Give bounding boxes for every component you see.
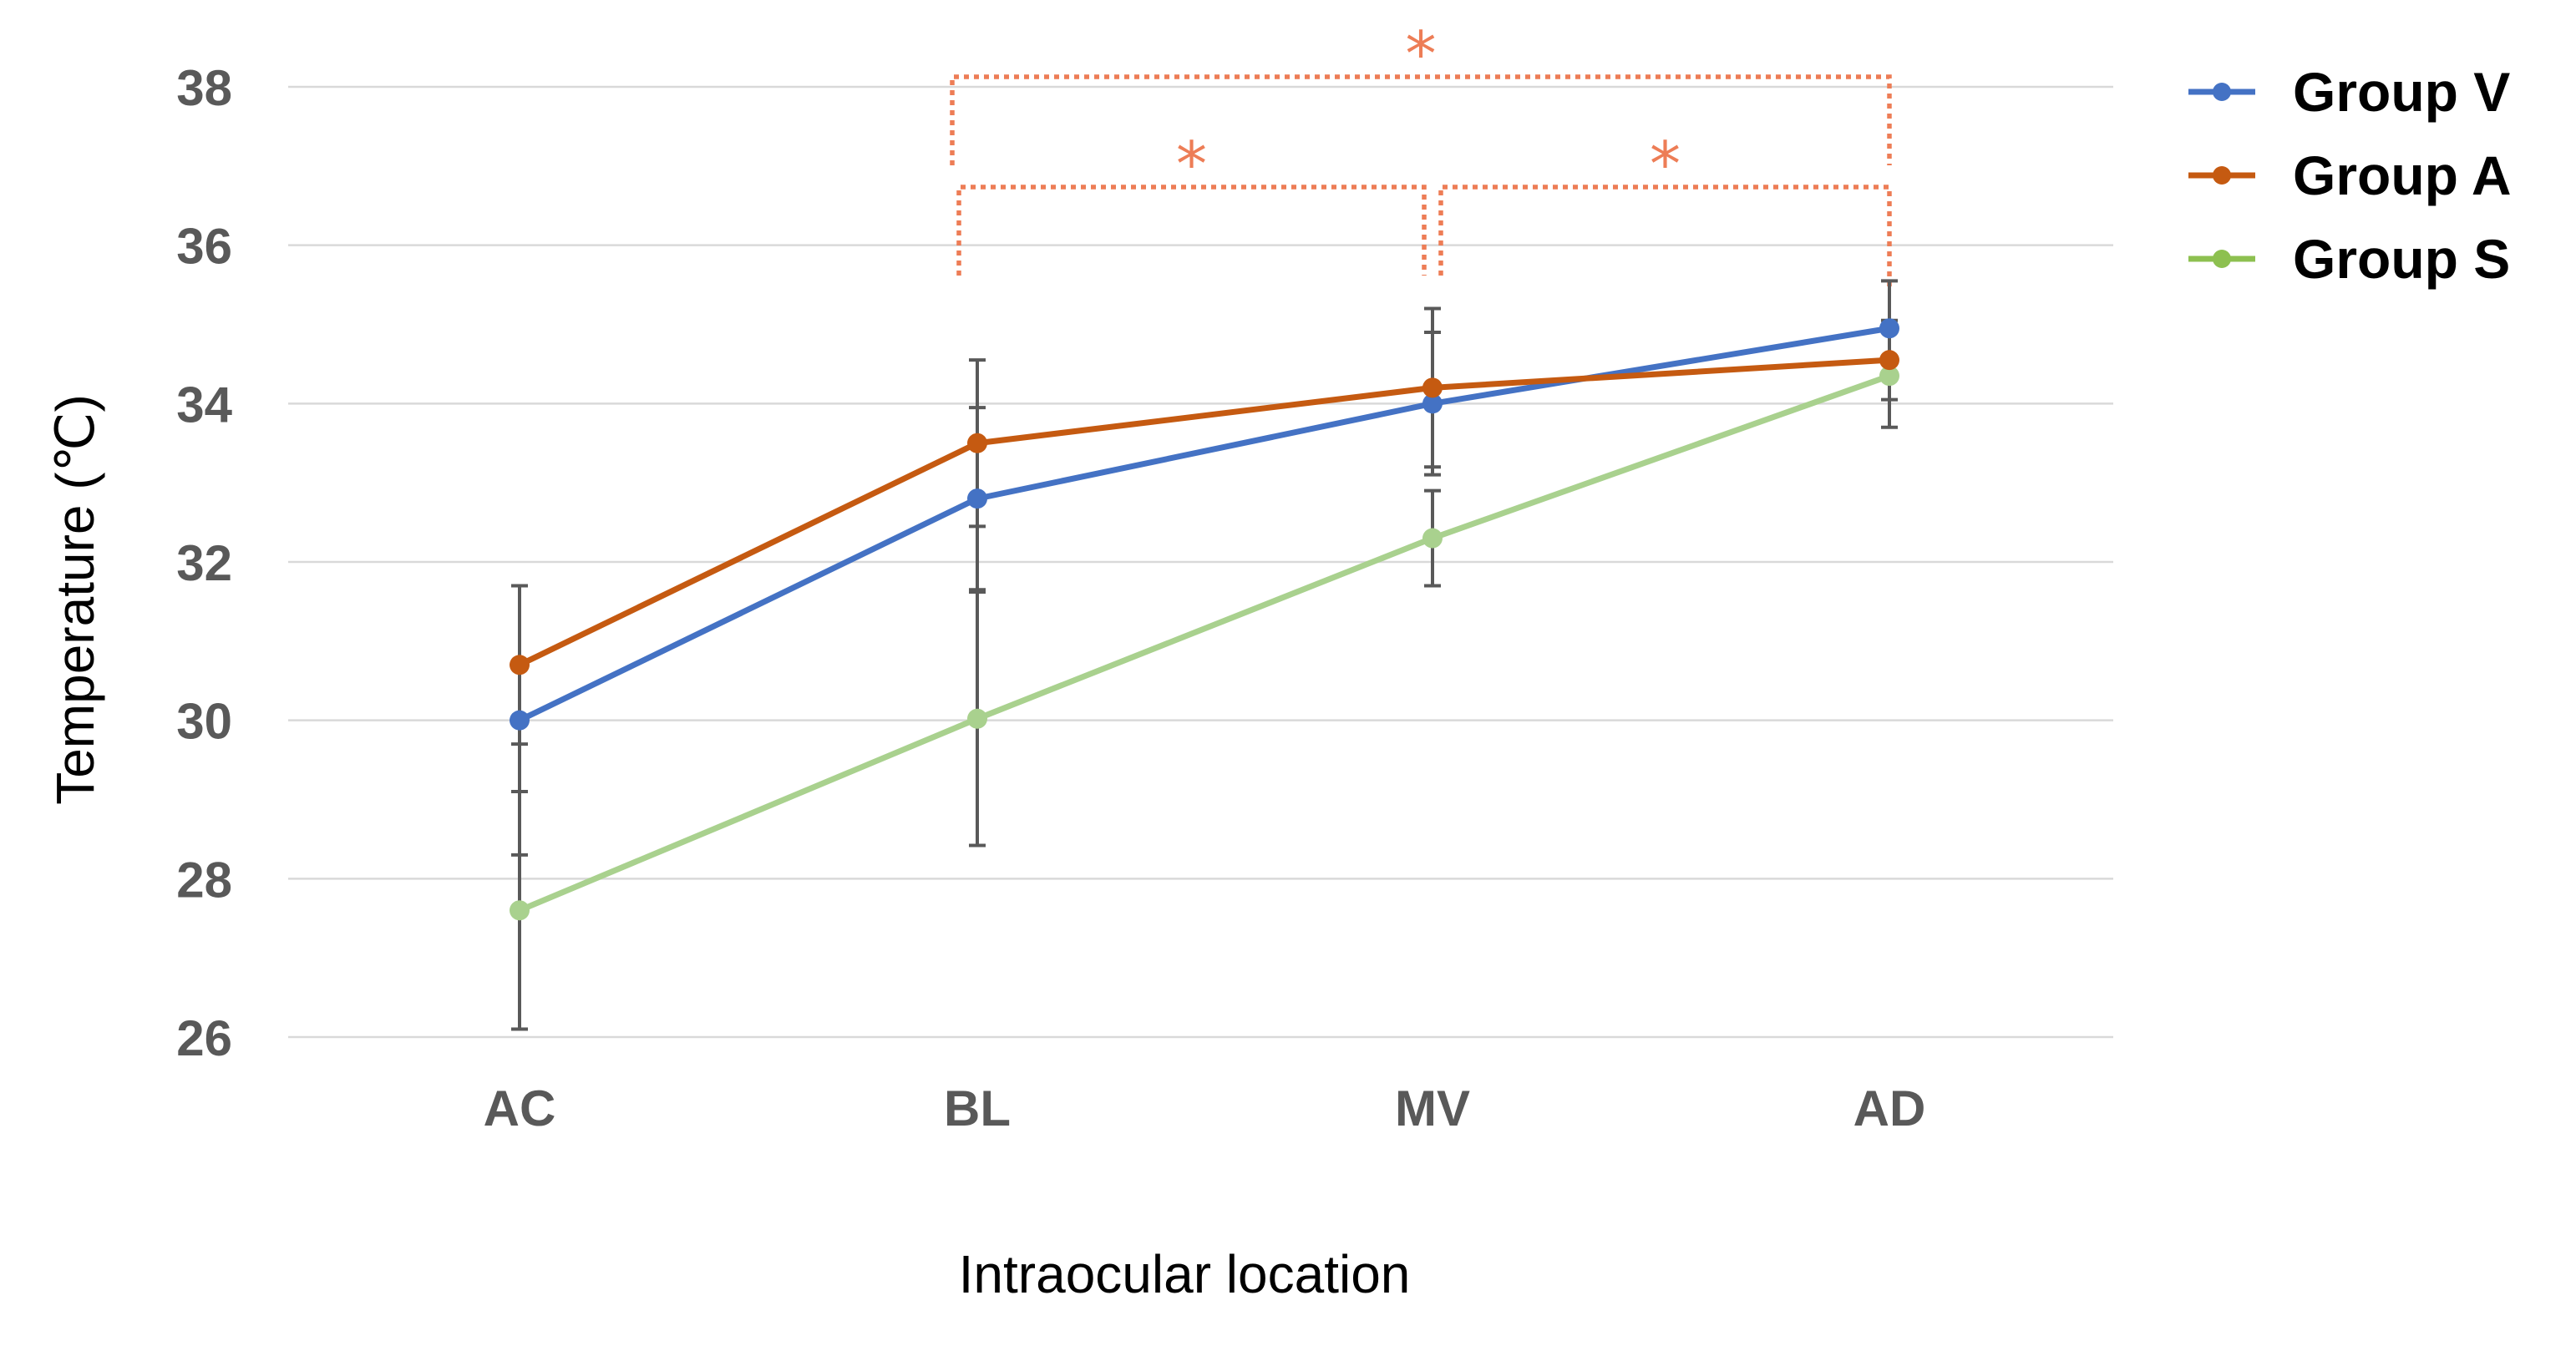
legend-swatch-marker (2213, 166, 2231, 185)
data-point (1879, 366, 1899, 387)
y-axis-title: Temperature (℃) (45, 394, 105, 805)
legend-swatch-marker (2213, 250, 2231, 268)
y-tick-label: 38 (176, 60, 232, 116)
legend: Group V Group A Group S (2188, 61, 2512, 290)
y-tick-label: 30 (176, 694, 232, 750)
y-tick-label: 34 (176, 377, 232, 433)
data-point (967, 488, 987, 509)
y-tick-label: 28 (176, 852, 232, 908)
x-tick-label: AC (484, 1080, 556, 1136)
x-axis-tick-labels: AC BL MV AD (484, 1080, 1926, 1136)
y-tick-label: 36 (176, 219, 232, 275)
legend-entry: Group S (2188, 228, 2510, 290)
series-points (510, 318, 1899, 921)
y-tick-label: 32 (176, 535, 232, 591)
data-point (510, 655, 530, 676)
significance-brackets: * * * (950, 18, 1892, 288)
data-point (967, 433, 987, 453)
legend-label: Group A (2293, 144, 2512, 206)
y-axis-tick-labels: 26 28 30 32 34 36 38 (176, 60, 232, 1066)
legend-swatch-marker (2213, 83, 2231, 101)
series-line (516, 325, 1893, 724)
significance-bracket (1438, 185, 1892, 288)
significance-star: * (1650, 129, 1681, 200)
data-point (1879, 350, 1899, 371)
x-tick-label: MV (1395, 1080, 1470, 1136)
x-tick-label: AD (1853, 1080, 1926, 1136)
x-axis-title: Intraocular location (959, 1244, 1411, 1304)
series-line (516, 372, 1893, 913)
data-point (510, 900, 530, 921)
legend-entry: Group V (2188, 61, 2510, 123)
series-lines (516, 325, 1893, 913)
data-point (510, 710, 530, 731)
series-line (516, 357, 1893, 668)
legend-label: Group S (2293, 228, 2510, 290)
data-point (967, 708, 987, 729)
error-bars (511, 279, 1898, 1031)
significance-bracket (950, 74, 1892, 165)
x-tick-label: BL (944, 1080, 1011, 1136)
significance-bracket (956, 185, 1427, 276)
data-point (1422, 393, 1443, 414)
legend-label: Group V (2293, 61, 2510, 123)
significance-star: * (1406, 18, 1437, 90)
data-point (1422, 377, 1443, 398)
data-point (1879, 318, 1899, 339)
legend-entry: Group A (2188, 144, 2512, 206)
significance-star: * (1176, 129, 1207, 200)
data-point (1422, 528, 1443, 549)
y-tick-label: 26 (176, 1010, 232, 1066)
